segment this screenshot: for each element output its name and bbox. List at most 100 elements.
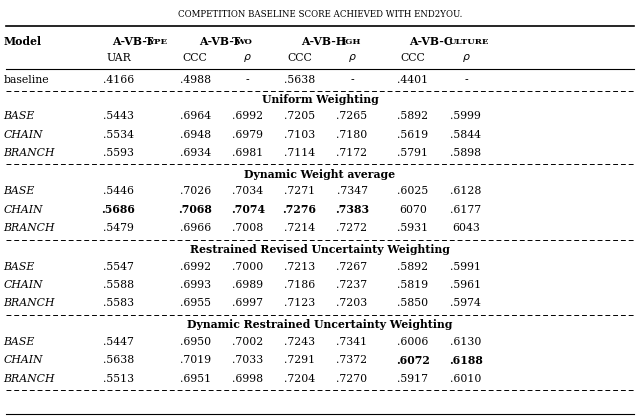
Text: ULTURE: ULTURE bbox=[449, 38, 490, 46]
Text: .7205: .7205 bbox=[284, 111, 315, 121]
Text: .5638: .5638 bbox=[284, 75, 315, 85]
Text: .5547: .5547 bbox=[103, 262, 134, 272]
Text: .7347: .7347 bbox=[337, 186, 367, 196]
Text: UAR: UAR bbox=[106, 53, 131, 63]
Text: .7068: .7068 bbox=[179, 204, 212, 215]
Text: .5593: .5593 bbox=[103, 148, 134, 158]
Text: .7237: .7237 bbox=[337, 280, 367, 290]
Text: .6950: .6950 bbox=[180, 337, 211, 347]
Text: .5588: .5588 bbox=[103, 280, 134, 290]
Text: .7372: .7372 bbox=[337, 355, 367, 365]
Text: .7019: .7019 bbox=[180, 355, 211, 365]
Text: BRANCH: BRANCH bbox=[3, 374, 54, 384]
Text: .6128: .6128 bbox=[450, 186, 482, 196]
Text: .7180: .7180 bbox=[337, 130, 367, 140]
Text: BRANCH: BRANCH bbox=[3, 148, 54, 158]
Text: .7008: .7008 bbox=[232, 223, 263, 233]
Text: .6006: .6006 bbox=[397, 337, 429, 347]
Text: .6130: .6130 bbox=[450, 337, 482, 347]
Text: WO: WO bbox=[236, 38, 252, 46]
Text: .6948: .6948 bbox=[180, 130, 211, 140]
Text: .7271: .7271 bbox=[284, 186, 315, 196]
Text: .7114: .7114 bbox=[284, 148, 315, 158]
Text: .7214: .7214 bbox=[284, 223, 315, 233]
Text: BASE: BASE bbox=[3, 186, 35, 196]
Text: .5638: .5638 bbox=[103, 355, 134, 365]
Text: .5791: .5791 bbox=[397, 148, 428, 158]
Text: $\rho$: $\rho$ bbox=[348, 52, 356, 64]
Text: BRANCH: BRANCH bbox=[3, 223, 54, 233]
Text: Dynamic Weight average: Dynamic Weight average bbox=[244, 169, 396, 180]
Text: .6072: .6072 bbox=[396, 355, 429, 366]
Text: .7270: .7270 bbox=[337, 374, 367, 384]
Text: .7265: .7265 bbox=[337, 111, 367, 121]
Text: .6025: .6025 bbox=[397, 186, 428, 196]
Text: .6993: .6993 bbox=[180, 280, 211, 290]
Text: .5447: .5447 bbox=[103, 337, 134, 347]
Text: BASE: BASE bbox=[3, 337, 35, 347]
Text: .5931: .5931 bbox=[397, 223, 428, 233]
Text: IGH: IGH bbox=[342, 38, 361, 46]
Text: .7000: .7000 bbox=[232, 262, 263, 272]
Text: .6998: .6998 bbox=[232, 374, 263, 384]
Text: A-VB-C: A-VB-C bbox=[409, 36, 452, 47]
Text: CHAIN: CHAIN bbox=[3, 130, 43, 140]
Text: .7291: .7291 bbox=[284, 355, 315, 365]
Text: .5892: .5892 bbox=[397, 111, 428, 121]
Text: .7267: .7267 bbox=[337, 262, 367, 272]
Text: .7123: .7123 bbox=[284, 298, 315, 308]
Text: .6010: .6010 bbox=[450, 374, 482, 384]
Text: .7272: .7272 bbox=[337, 223, 367, 233]
Text: .5513: .5513 bbox=[103, 374, 134, 384]
Text: .5991: .5991 bbox=[451, 262, 481, 272]
Text: .7002: .7002 bbox=[232, 337, 263, 347]
Text: .5999: .5999 bbox=[451, 111, 481, 121]
Text: .6934: .6934 bbox=[180, 148, 211, 158]
Text: $\rho$: $\rho$ bbox=[243, 52, 252, 64]
Text: 6070: 6070 bbox=[399, 205, 427, 215]
Text: .7243: .7243 bbox=[284, 337, 315, 347]
Text: A-VB-H: A-VB-H bbox=[301, 36, 347, 47]
Text: .6964: .6964 bbox=[180, 111, 211, 121]
Text: .6992: .6992 bbox=[180, 262, 211, 272]
Text: CHAIN: CHAIN bbox=[3, 205, 43, 215]
Text: .7026: .7026 bbox=[180, 186, 211, 196]
Text: .5844: .5844 bbox=[451, 130, 481, 140]
Text: BASE: BASE bbox=[3, 111, 35, 121]
Text: .7276: .7276 bbox=[282, 204, 317, 215]
Text: CCC: CCC bbox=[183, 53, 207, 63]
Text: .5534: .5534 bbox=[103, 130, 134, 140]
Text: COMPETITION BASELINE SCORE ACHIEVED WITH END2YOU.: COMPETITION BASELINE SCORE ACHIEVED WITH… bbox=[178, 10, 462, 20]
Text: baseline: baseline bbox=[3, 75, 49, 85]
Text: -: - bbox=[350, 75, 354, 85]
Text: CCC: CCC bbox=[401, 53, 425, 63]
Text: .5850: .5850 bbox=[397, 298, 428, 308]
Text: Uniform Weighting: Uniform Weighting bbox=[262, 94, 378, 104]
Text: -: - bbox=[246, 75, 250, 85]
Text: $\rho$: $\rho$ bbox=[461, 52, 470, 64]
Text: .7383: .7383 bbox=[335, 204, 369, 215]
Text: .6989: .6989 bbox=[232, 280, 263, 290]
Text: .7034: .7034 bbox=[232, 186, 263, 196]
Text: .5961: .5961 bbox=[451, 280, 481, 290]
Text: .5898: .5898 bbox=[451, 148, 481, 158]
Text: .5443: .5443 bbox=[103, 111, 134, 121]
Text: .7103: .7103 bbox=[284, 130, 315, 140]
Text: .6997: .6997 bbox=[232, 298, 263, 308]
Text: .5446: .5446 bbox=[103, 186, 134, 196]
Text: .7074: .7074 bbox=[230, 204, 265, 215]
Text: .6979: .6979 bbox=[232, 130, 263, 140]
Text: .6177: .6177 bbox=[451, 205, 481, 215]
Text: .5819: .5819 bbox=[397, 280, 428, 290]
Text: 6043: 6043 bbox=[452, 223, 480, 233]
Text: .5619: .5619 bbox=[397, 130, 428, 140]
Text: .4166: .4166 bbox=[103, 75, 134, 85]
Text: .6955: .6955 bbox=[180, 298, 211, 308]
Text: .7186: .7186 bbox=[284, 280, 315, 290]
Text: CCC: CCC bbox=[287, 53, 312, 63]
Text: .7033: .7033 bbox=[232, 355, 263, 365]
Text: A-VB-T: A-VB-T bbox=[112, 36, 153, 47]
Text: .6951: .6951 bbox=[180, 374, 211, 384]
Text: .7203: .7203 bbox=[337, 298, 367, 308]
Text: .5583: .5583 bbox=[103, 298, 134, 308]
